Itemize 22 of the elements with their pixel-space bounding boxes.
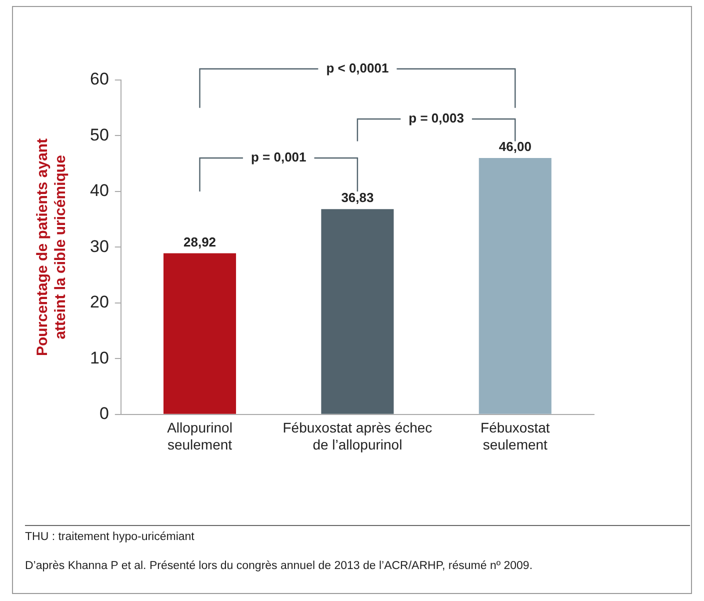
- y-tick-label: 60: [90, 70, 109, 89]
- y-tick-label: 0: [99, 404, 109, 424]
- y-tick-label: 40: [90, 181, 109, 200]
- data-label: 46,00: [498, 139, 532, 154]
- data-label: 36,83: [341, 190, 374, 206]
- annotation: p = 0,003: [408, 110, 464, 126]
- bar: [163, 253, 236, 414]
- y-tick-label: 50: [90, 125, 109, 144]
- text: D’après Khanna P et al. Présenté lors du congrès annuel de 2013 de l’ACR/ARHP, résumé nº 2009.: [25, 560, 533, 572]
- y-tick-label: 20: [90, 292, 109, 312]
- text: p < 0,0001: [326, 60, 389, 76]
- bar: [321, 209, 394, 414]
- y-axis-title: Pourcentage de patients ayant atteint la cible uricémique: [34, 138, 70, 356]
- x-tick-label: Allopurinol seulement: [167, 420, 232, 452]
- bar: [478, 158, 552, 414]
- x-tick-label: Fébuxostat seulement: [480, 420, 550, 452]
- x-tick-label: Fébuxostat après échec de l’allopurinol: [282, 420, 432, 452]
- y-tick-label: 30: [90, 236, 109, 256]
- y-tick-label: 10: [90, 348, 109, 368]
- data-label: 28,92: [183, 234, 216, 250]
- annotation: p = 0,001: [250, 150, 306, 165]
- text: THU : traitement hypo-uricémiant: [25, 531, 194, 543]
